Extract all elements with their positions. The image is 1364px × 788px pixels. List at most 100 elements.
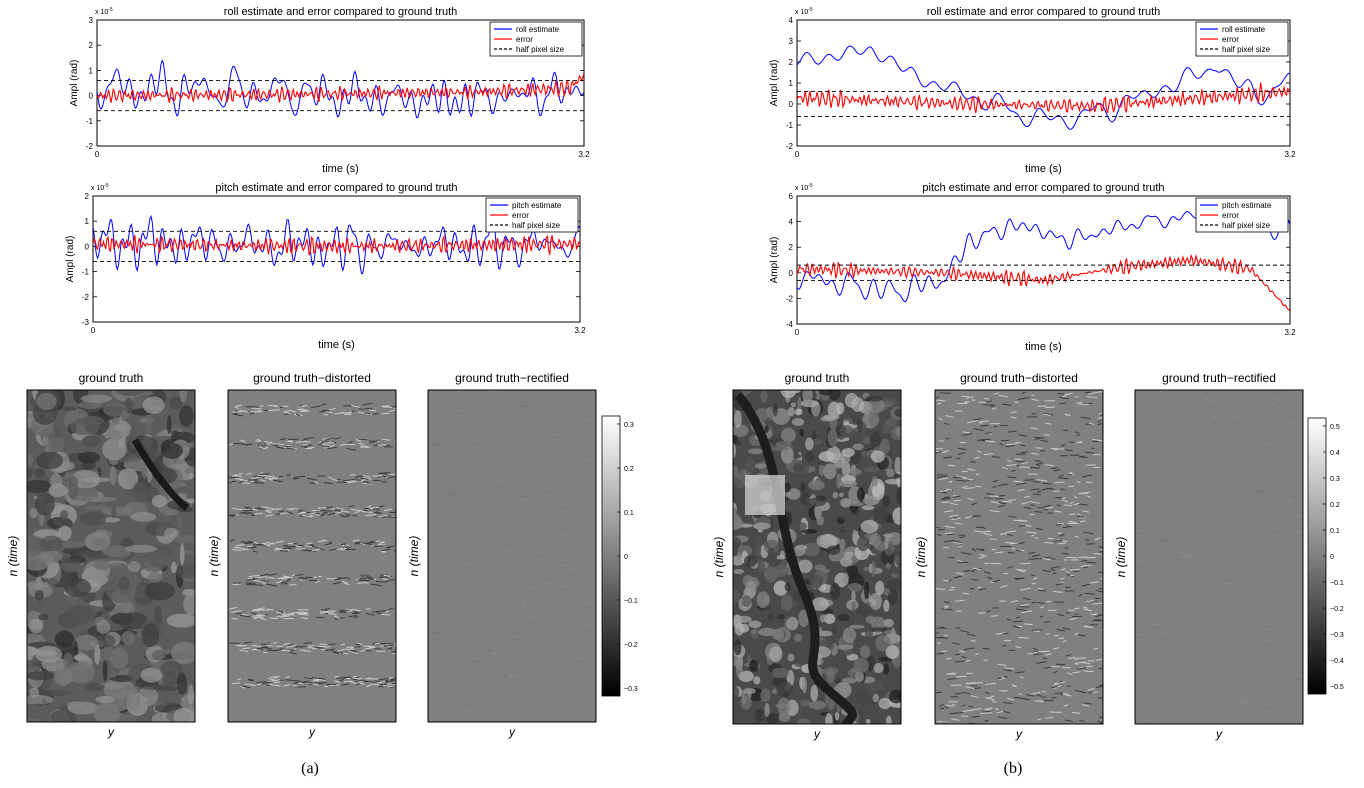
- terrain-patch: [765, 605, 771, 610]
- y-tick-label: 2: [89, 41, 94, 50]
- residual-streak: [1101, 577, 1103, 580]
- residual-streak: [276, 512, 281, 516]
- residual-streak: [354, 475, 363, 478]
- residual-streak: [953, 575, 962, 579]
- terrain-patch: [847, 582, 863, 592]
- residual-streak: [336, 507, 344, 511]
- colorbar-tick-label: 0.1: [1330, 528, 1340, 535]
- residual-streak: [1043, 666, 1052, 669]
- error-series-line: [797, 253, 1290, 312]
- residual-streak: [1079, 455, 1085, 458]
- residual-streak: [1008, 430, 1017, 433]
- residual-streak: [1053, 448, 1064, 450]
- residual-streak: [1229, 594, 1235, 598]
- residual-streak: [432, 631, 440, 635]
- residual-streak: [1062, 639, 1067, 643]
- residual-streak: [952, 476, 961, 479]
- residual-streak: [295, 413, 301, 417]
- terrain-patch: [27, 479, 52, 494]
- residual-streak: [1006, 459, 1012, 463]
- terrain-patch: [29, 507, 39, 519]
- residual-streak: [936, 399, 946, 402]
- residual-streak: [996, 710, 1004, 714]
- residual-streak: [564, 623, 569, 626]
- residual-streak: [944, 539, 955, 543]
- image-frame: [427, 389, 597, 723]
- residual-streak: [1058, 637, 1065, 640]
- residual-streak: [970, 640, 976, 642]
- residual-streak: [328, 512, 336, 516]
- residual-streak: [289, 651, 298, 655]
- residual-streak: [276, 446, 285, 450]
- terrain-patch: [110, 647, 129, 670]
- residual-streak: [334, 509, 342, 512]
- terrain-patch: [796, 700, 804, 717]
- terrain-patch: [819, 614, 827, 623]
- residual-streak: [576, 695, 582, 697]
- residual-streak: [935, 396, 940, 399]
- residual-streak: [228, 443, 234, 446]
- residual-streak: [256, 438, 261, 442]
- terrain-patch: [127, 688, 141, 710]
- image-background: [228, 390, 396, 722]
- colorbar-tick-label: 0.2: [1330, 502, 1340, 509]
- residual-streak: [395, 616, 396, 618]
- y-exponent-power: -5: [808, 183, 813, 189]
- residual-streak: [286, 645, 297, 648]
- residual-streak: [266, 510, 272, 514]
- residual-streak: [1013, 480, 1024, 483]
- residual-streak: [395, 509, 396, 511]
- y-tick-label: 3: [789, 37, 794, 46]
- residual-streak: [563, 560, 572, 564]
- y-tick-label: 0: [789, 100, 794, 109]
- terrain-patch: [848, 502, 864, 507]
- legend-label: error: [1222, 35, 1239, 44]
- residual-streak: [1092, 602, 1103, 605]
- residual-streak: [1081, 583, 1090, 587]
- image-background: [428, 390, 596, 722]
- residual-streak: [389, 647, 393, 650]
- residual-streak: [307, 682, 314, 685]
- residual-streak: [286, 447, 295, 450]
- residual-streak: [336, 677, 347, 679]
- residual-streak: [244, 507, 249, 509]
- residual-streak: [1027, 651, 1038, 655]
- residual-streak: [1002, 710, 1011, 714]
- residual-streak: [352, 677, 360, 680]
- residual-streak: [997, 663, 1007, 666]
- residual-streak: [272, 641, 277, 644]
- terrain-patch: [888, 689, 901, 704]
- residual-streak: [301, 681, 306, 684]
- terrain-patch: [827, 401, 841, 419]
- residual-streak: [329, 444, 335, 447]
- residual-streak: [379, 550, 385, 554]
- residual-streak: [937, 641, 941, 645]
- terrain-patch: [166, 415, 172, 435]
- residual-streak: [1007, 697, 1015, 701]
- residual-streak: [963, 647, 975, 651]
- residual-streak: [324, 648, 335, 652]
- terrain-patch: [800, 492, 811, 506]
- residual-streak: [1021, 610, 1033, 614]
- residual-streak: [1052, 647, 1060, 650]
- terrain-patch: [811, 438, 822, 446]
- residual-streak: [1082, 606, 1088, 609]
- image-panel-rectified: ground truth−rectified n (time) y: [1114, 371, 1304, 741]
- terrain-patch: [849, 468, 862, 476]
- terrain-patch: [81, 435, 102, 447]
- residual-streak: [489, 653, 497, 656]
- residual-streak: [1085, 556, 1096, 559]
- residual-streak: [333, 437, 342, 440]
- residual-streak: [363, 509, 369, 512]
- residual-streak: [936, 533, 942, 537]
- residual-streak: [1019, 443, 1026, 447]
- residual-streak: [1018, 466, 1030, 468]
- terrain-patch: [733, 513, 742, 531]
- residual-streak: [991, 700, 997, 703]
- colorbar: 0.3 0.2 0.1 0 −0.1 −0.2 −0.3: [601, 415, 638, 697]
- y-tick-label: 3: [89, 16, 94, 25]
- terrain-patch: [819, 390, 833, 396]
- terrain-patch: [733, 465, 739, 476]
- residual-streak: [261, 476, 265, 479]
- terrain-patch: [170, 561, 177, 574]
